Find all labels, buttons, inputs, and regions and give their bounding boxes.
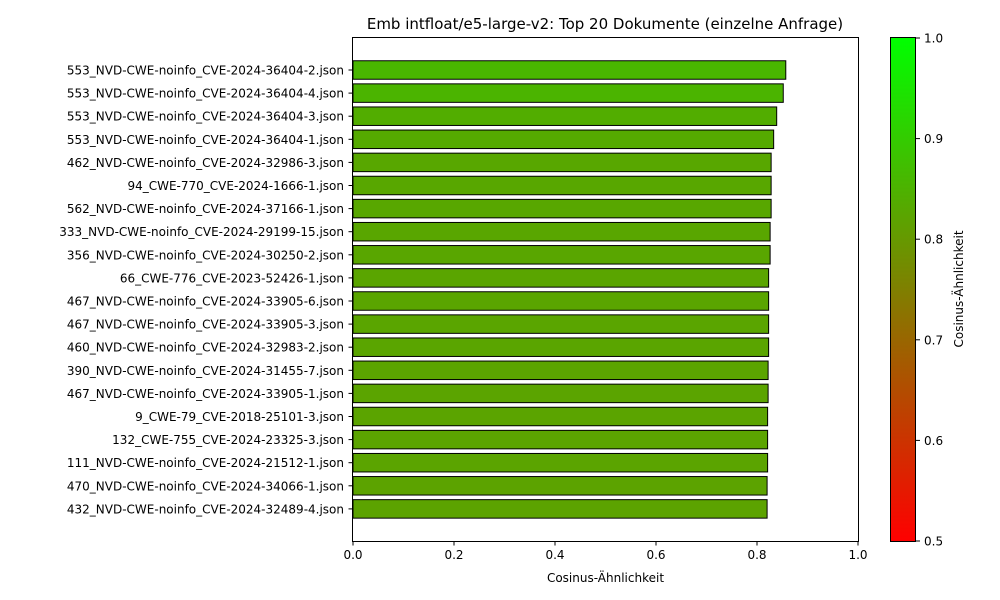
y-tick-label: 390_NVD-CWE-noinfo_CVE-2024-31455-7.json [67, 364, 344, 378]
y-tick-label: 553_NVD-CWE-noinfo_CVE-2024-36404-3.json [67, 110, 344, 124]
y-tick-label: 553_NVD-CWE-noinfo_CVE-2024-36404-1.json [67, 133, 344, 147]
x-tick-label: 0.2 [444, 548, 463, 562]
y-tick-label: 356_NVD-CWE-noinfo_CVE-2024-30250-2.json [67, 248, 344, 262]
y-tick-label: 132_CWE-755_CVE-2024-23325-3.json [112, 433, 344, 447]
bar [352, 406, 769, 427]
bar [352, 60, 787, 80]
colorbar-tick-label: 0.9 [924, 132, 943, 146]
colorbar-axis: 0.5 0.6 0.7 0.8 0.9 1.0 [916, 32, 943, 549]
x-tick-label: 0.6 [646, 548, 665, 562]
colorbar [890, 37, 916, 542]
bar [352, 499, 768, 519]
bar [352, 83, 784, 103]
y-tick-label: 111_NVD-CWE-noinfo_CVE-2024-21512-1.json [67, 456, 344, 470]
bar [352, 314, 770, 334]
y-tick-label: 467_NVD-CWE-noinfo_CVE-2024-33905-6.json [67, 295, 344, 309]
x-tick-label: 0.8 [747, 548, 766, 562]
y-axis: 553_NVD-CWE-noinfo_CVE-2024-36404-2.json… [59, 64, 353, 516]
colorbar-tick-label: 0.6 [924, 434, 943, 448]
y-tick-label: 467_NVD-CWE-noinfo_CVE-2024-33905-3.json [67, 318, 344, 332]
colorbar-tick-label: 0.8 [924, 233, 943, 247]
x-tick-label: 1.0 [848, 548, 867, 562]
bar [352, 337, 770, 357]
bar [352, 221, 771, 242]
bar [352, 452, 769, 473]
bar [352, 245, 771, 265]
chart-title: Emb intfloat/e5-large-v2: Top 20 Dokumen… [367, 15, 843, 33]
y-tick-label: 9_CWE-79_CVE-2018-25101-3.json [135, 410, 344, 424]
bar [352, 152, 772, 173]
y-tick-label: 562_NVD-CWE-noinfo_CVE-2024-37166-1.json [67, 202, 344, 216]
y-tick-label: 467_NVD-CWE-noinfo_CVE-2024-33905-1.json [67, 387, 344, 401]
x-tick-label: 0.4 [545, 548, 564, 562]
plot-frame [352, 37, 859, 542]
colorbar-tick-label: 1.0 [924, 32, 943, 46]
bar [352, 129, 775, 150]
colorbar-tick-label: 0.5 [924, 535, 943, 549]
bar [352, 291, 770, 311]
bar [352, 476, 768, 496]
bar [352, 268, 770, 288]
y-tick-label: 470_NVD-CWE-noinfo_CVE-2024-34066-1.json [67, 479, 344, 493]
colorbar-tick-label: 0.7 [924, 333, 943, 347]
plot-area [352, 60, 787, 519]
y-tick-label: 94_CWE-770_CVE-2024-1666-1.json [127, 179, 344, 193]
y-tick-label: 333_NVD-CWE-noinfo_CVE-2024-29199-15.jso… [59, 225, 344, 239]
y-tick-label: 460_NVD-CWE-noinfo_CVE-2024-32983-2.json [67, 341, 344, 355]
y-tick-label: 432_NVD-CWE-noinfo_CVE-2024-32489-4.json [67, 502, 344, 516]
bar [352, 383, 769, 404]
x-tick-label: 0.0 [343, 548, 362, 562]
x-axis-label: Cosinus-Ähnlichkeit [547, 570, 664, 585]
bar [352, 175, 772, 196]
y-tick-label: 462_NVD-CWE-noinfo_CVE-2024-32986-3.json [67, 156, 344, 170]
bar [352, 429, 769, 450]
x-axis: 0.0 0.2 0.4 0.6 0.8 1.0 [343, 541, 868, 562]
colorbar-label: Cosinus-Ähnlichkeit [951, 230, 966, 347]
y-tick-label: 66_CWE-776_CVE-2023-52426-1.json [120, 271, 344, 285]
y-tick-label: 553_NVD-CWE-noinfo_CVE-2024-36404-4.json [67, 87, 344, 101]
y-tick-label: 553_NVD-CWE-noinfo_CVE-2024-36404-2.json [67, 64, 344, 78]
bar [352, 360, 769, 381]
bar [352, 198, 772, 219]
bar [352, 106, 778, 126]
